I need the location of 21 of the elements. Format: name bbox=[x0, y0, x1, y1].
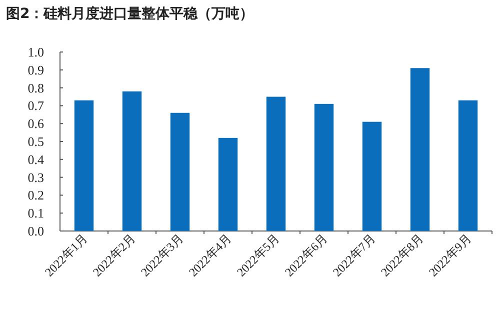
bar bbox=[362, 122, 382, 231]
bar bbox=[122, 91, 142, 231]
bar bbox=[410, 68, 430, 231]
y-tick-label: 0.0 bbox=[28, 224, 44, 238]
y-tick-label: 1.0 bbox=[28, 44, 44, 60]
y-tick-label: 0.3 bbox=[28, 170, 44, 185]
bar bbox=[170, 112, 190, 231]
bar bbox=[266, 96, 286, 231]
y-tick-label: 0.4 bbox=[28, 152, 44, 167]
bar bbox=[218, 138, 238, 231]
chart-title: 图2：硅料月度进口量整体平稳（万吨） bbox=[6, 5, 254, 22]
y-tick-label: 0.9 bbox=[28, 62, 44, 78]
y-tick-label: 0.7 bbox=[28, 98, 44, 114]
y-tick-label: 0.1 bbox=[28, 206, 44, 221]
y-tick-label: 0.8 bbox=[28, 80, 44, 96]
bar bbox=[74, 100, 94, 231]
y-tick-label: 0.6 bbox=[28, 116, 44, 132]
y-tick-label: 0.5 bbox=[28, 134, 44, 149]
bar bbox=[314, 104, 334, 231]
bar bbox=[458, 100, 478, 231]
y-tick-label: 0.2 bbox=[28, 188, 44, 203]
